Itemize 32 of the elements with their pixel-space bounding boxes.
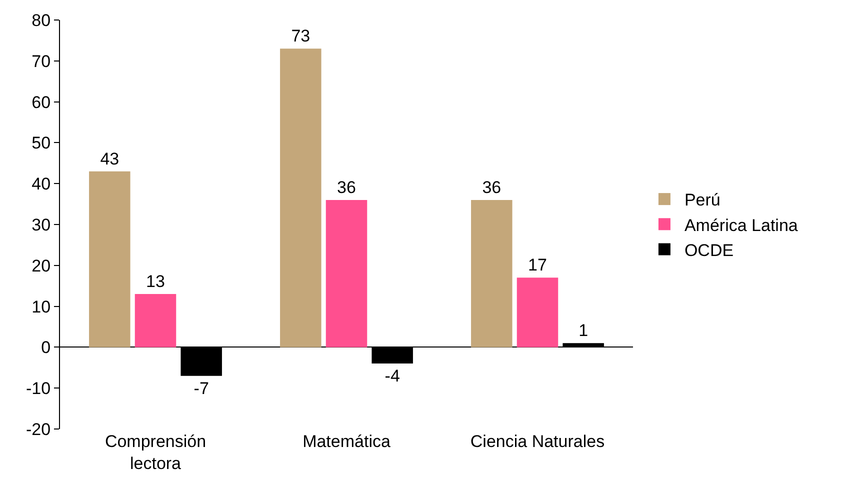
data-label: -4 [384,366,400,386]
y-tick-label: 10 [32,297,51,316]
bar [326,200,368,348]
bar [134,294,176,348]
y-tick-label: 60 [32,92,51,112]
y-tick-label: -10 [26,379,51,398]
data-label: 13 [146,272,165,292]
x-tick-label: Matemática [302,432,391,451]
y-tick-label: 50 [32,134,51,153]
y-tick-label: -20 [26,420,51,439]
data-label: -7 [194,378,209,398]
y-tick-label: 80 [32,10,51,30]
data-label: 73 [291,26,310,46]
y-tick-label: 30 [32,215,51,234]
y-tick-label: 20 [32,256,51,276]
data-label: 1 [578,321,588,340]
data-label: 36 [482,178,502,197]
y-tick-label: 40 [32,174,51,194]
legend-label: Perú [684,190,720,210]
bar [280,48,322,348]
bar [89,171,130,348]
legend-label: OCDE [684,240,734,260]
y-tick-label: 0 [41,338,51,358]
bar [516,278,558,348]
data-label: 43 [100,149,120,168]
x-tick-label: Ciencia Naturales [470,432,605,451]
data-label: 36 [337,178,356,197]
x-tick-label: Comprensión lectora [104,432,206,474]
data-label: 17 [528,256,547,275]
bar [471,200,512,348]
legend-label: América Latina [684,216,798,235]
y-tick-label: 70 [32,52,51,71]
